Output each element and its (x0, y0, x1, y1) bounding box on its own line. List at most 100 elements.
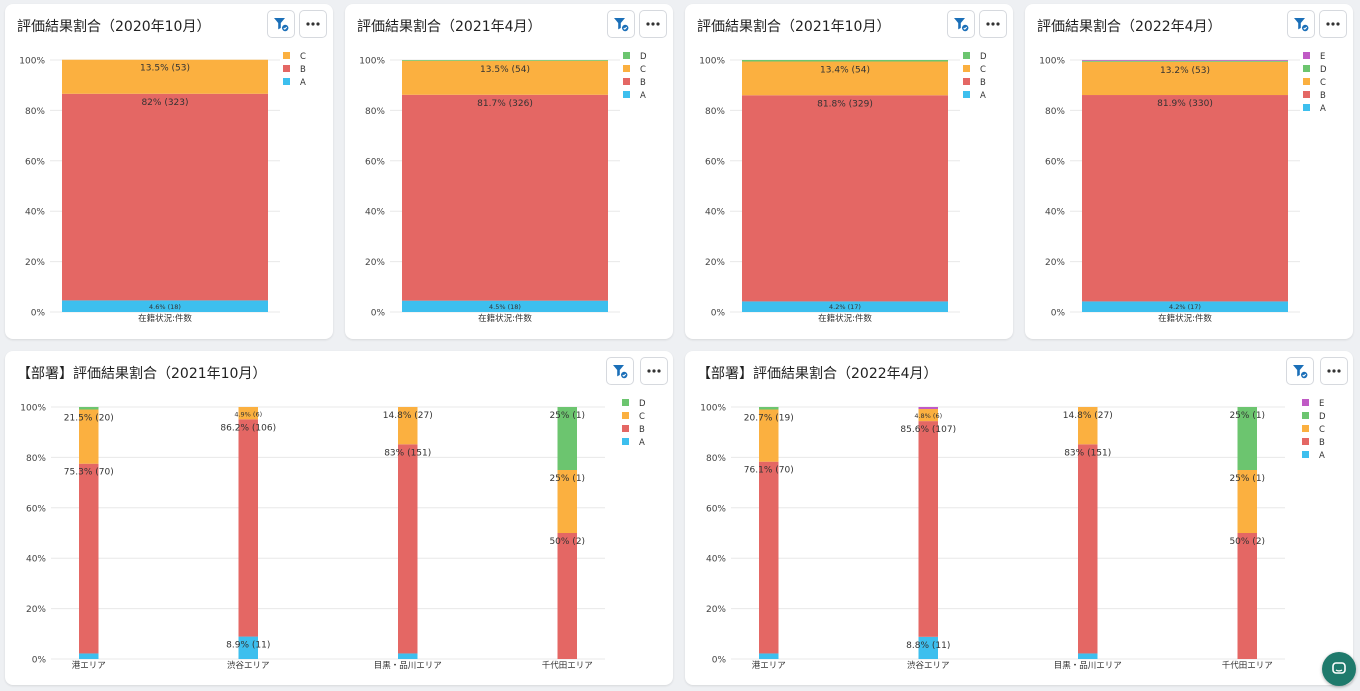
data-label: 83% (151) (384, 448, 431, 458)
x-category-label: 在籍状況:件数 (478, 313, 532, 324)
bar-segment-A (918, 636, 938, 659)
legend-swatch-A (1302, 451, 1309, 458)
x-category-label: 港エリア (752, 660, 786, 671)
data-label: 82% (323) (141, 98, 188, 108)
bar-segment-D (1237, 407, 1257, 470)
y-tick-label: 40% (706, 555, 726, 565)
more-options-button[interactable] (979, 10, 1007, 38)
legend-swatch-B (283, 65, 290, 72)
y-tick-label: 60% (1045, 157, 1065, 167)
data-label: 86.2% (106) (220, 423, 276, 433)
more-horizontal-icon (1326, 22, 1340, 26)
bar-segment-A (79, 653, 99, 659)
filter-button[interactable] (606, 357, 634, 385)
bar-segment-C (238, 407, 258, 420)
data-label: 25% (1) (549, 411, 585, 421)
legend-label: E (1319, 399, 1324, 409)
data-label: 4.6% (18) (149, 303, 181, 311)
stacked-bar-chart: 0% 20% 40% 60% 80% 100% 4.2% (17) 81.8% (329) 13… (699, 52, 987, 324)
legend-label: D (1319, 412, 1326, 422)
x-category-label: 千代田エリア (542, 660, 593, 671)
legend-swatch-B (963, 78, 970, 85)
stacked-bar-chart: 0% 20% 40% 60% 80% 100% 76.1% (70) 20.7% (19) 港エ… (700, 399, 1326, 671)
y-tick-label: 100% (1039, 57, 1065, 67)
y-tick-label: 40% (25, 208, 45, 218)
legend-swatch-C (1302, 425, 1309, 432)
data-label: 25% (1) (1229, 474, 1265, 484)
more-horizontal-icon (647, 369, 661, 373)
y-tick-label: 20% (1045, 258, 1065, 268)
legend-swatch-A (1303, 104, 1310, 111)
data-label: 13.4% (54) (820, 66, 870, 76)
data-label: 25% (1) (1229, 411, 1265, 421)
legend-swatch-C (1303, 78, 1310, 85)
bar-segment-A (402, 300, 608, 312)
y-tick-label: 40% (705, 208, 725, 218)
y-tick-label: 40% (1045, 208, 1065, 218)
legend-label: B (1319, 438, 1325, 448)
card-title: 【部署】評価結果割合（2022年4月） (697, 366, 938, 382)
legend-swatch-D (963, 52, 970, 59)
legend-swatch-C (963, 65, 970, 72)
y-tick-label: 0% (712, 656, 727, 666)
bar-segment-A (759, 653, 779, 659)
x-category-label: 渋谷エリア (227, 660, 270, 671)
legend-swatch-D (622, 399, 629, 406)
legend-swatch-B (623, 78, 630, 85)
bar-segment-B (1078, 444, 1098, 654)
x-category-label: 港エリア (72, 660, 106, 671)
data-label: 50% (2) (1229, 537, 1265, 547)
data-label: 4.2% (17) (829, 303, 861, 311)
stacked-bar-chart: 0% 20% 40% 60% 80% 100% 4.2% (17) 81.9% (330) 13… (1039, 52, 1327, 324)
y-tick-label: 80% (26, 454, 46, 464)
data-label: 85.6% (107) (900, 425, 956, 435)
data-label: 20.7% (19) (744, 414, 794, 424)
y-tick-label: 0% (31, 309, 46, 319)
legend-label: C (639, 412, 645, 422)
legend-swatch-B (622, 425, 629, 432)
y-tick-label: 20% (365, 258, 385, 268)
data-label: 81.8% (329) (817, 99, 873, 109)
y-tick-label: 20% (25, 258, 45, 268)
more-options-button[interactable] (639, 10, 667, 38)
legend-swatch-C (622, 412, 629, 419)
more-options-button[interactable] (1319, 10, 1347, 38)
bar-segment-D (79, 407, 99, 410)
filter-check-icon (614, 18, 629, 32)
legend-label: D (640, 52, 647, 62)
filter-button[interactable] (607, 10, 635, 38)
more-options-button[interactable] (299, 10, 327, 38)
data-label: 4.5% (18) (489, 303, 521, 311)
y-tick-label: 0% (32, 656, 47, 666)
card-title: 評価結果割合（2022年4月） (1037, 19, 1222, 35)
y-tick-label: 80% (365, 107, 385, 117)
y-tick-label: 100% (359, 57, 385, 67)
data-label: 14.8% (27) (1063, 411, 1113, 421)
data-label: 14.8% (27) (383, 411, 433, 421)
legend-swatch-D (1303, 65, 1310, 72)
legend-label: D (639, 399, 646, 409)
data-label: 75.3% (70) (64, 468, 114, 478)
legend-swatch-E (1302, 399, 1309, 406)
chart-card-2021-04: 評価結果割合（2021年4月） 0% 20% 40% 60% 80% 100% 4.5% (… (345, 4, 673, 339)
y-tick-label: 80% (25, 107, 45, 117)
x-category-label: 渋谷エリア (907, 660, 950, 671)
legend-label: C (1319, 425, 1325, 435)
legend-swatch-D (1302, 412, 1309, 419)
bar-segment-C (918, 409, 938, 422)
more-options-button[interactable] (640, 357, 668, 385)
y-tick-label: 80% (705, 107, 725, 117)
filter-button[interactable] (1287, 10, 1315, 38)
data-label: 76.1% (70) (744, 466, 794, 476)
chat-button[interactable] (1322, 652, 1356, 686)
legend-label: B (1320, 91, 1326, 101)
dept-chart-card-2021-10: 【部署】評価結果割合（2021年10月） 0% 20% 40% 60% 80% 100% 7… (5, 351, 673, 685)
data-label: 13.2% (53) (1160, 66, 1210, 76)
filter-button[interactable] (267, 10, 295, 38)
y-tick-label: 40% (26, 555, 46, 565)
bar-segment-A (1078, 653, 1098, 659)
bar-segment-E (918, 407, 938, 410)
more-options-button[interactable] (1320, 357, 1348, 385)
filter-button[interactable] (1286, 357, 1314, 385)
filter-button[interactable] (947, 10, 975, 38)
